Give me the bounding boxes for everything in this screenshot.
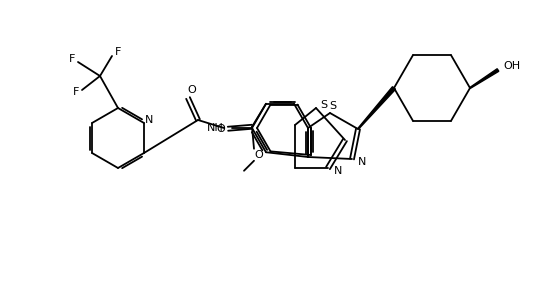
Polygon shape bbox=[358, 87, 396, 129]
Text: OH: OH bbox=[504, 61, 520, 71]
Text: F: F bbox=[115, 47, 121, 57]
Text: O: O bbox=[187, 85, 197, 95]
Text: NH: NH bbox=[207, 123, 224, 133]
Text: F: F bbox=[73, 87, 79, 97]
Text: S: S bbox=[329, 101, 337, 111]
Text: O: O bbox=[216, 124, 226, 134]
Text: N: N bbox=[358, 157, 366, 167]
Text: S: S bbox=[321, 100, 328, 110]
Text: N: N bbox=[145, 115, 153, 125]
Text: N: N bbox=[334, 166, 342, 176]
Text: O: O bbox=[255, 150, 263, 160]
Text: F: F bbox=[69, 54, 75, 64]
Polygon shape bbox=[470, 69, 499, 88]
